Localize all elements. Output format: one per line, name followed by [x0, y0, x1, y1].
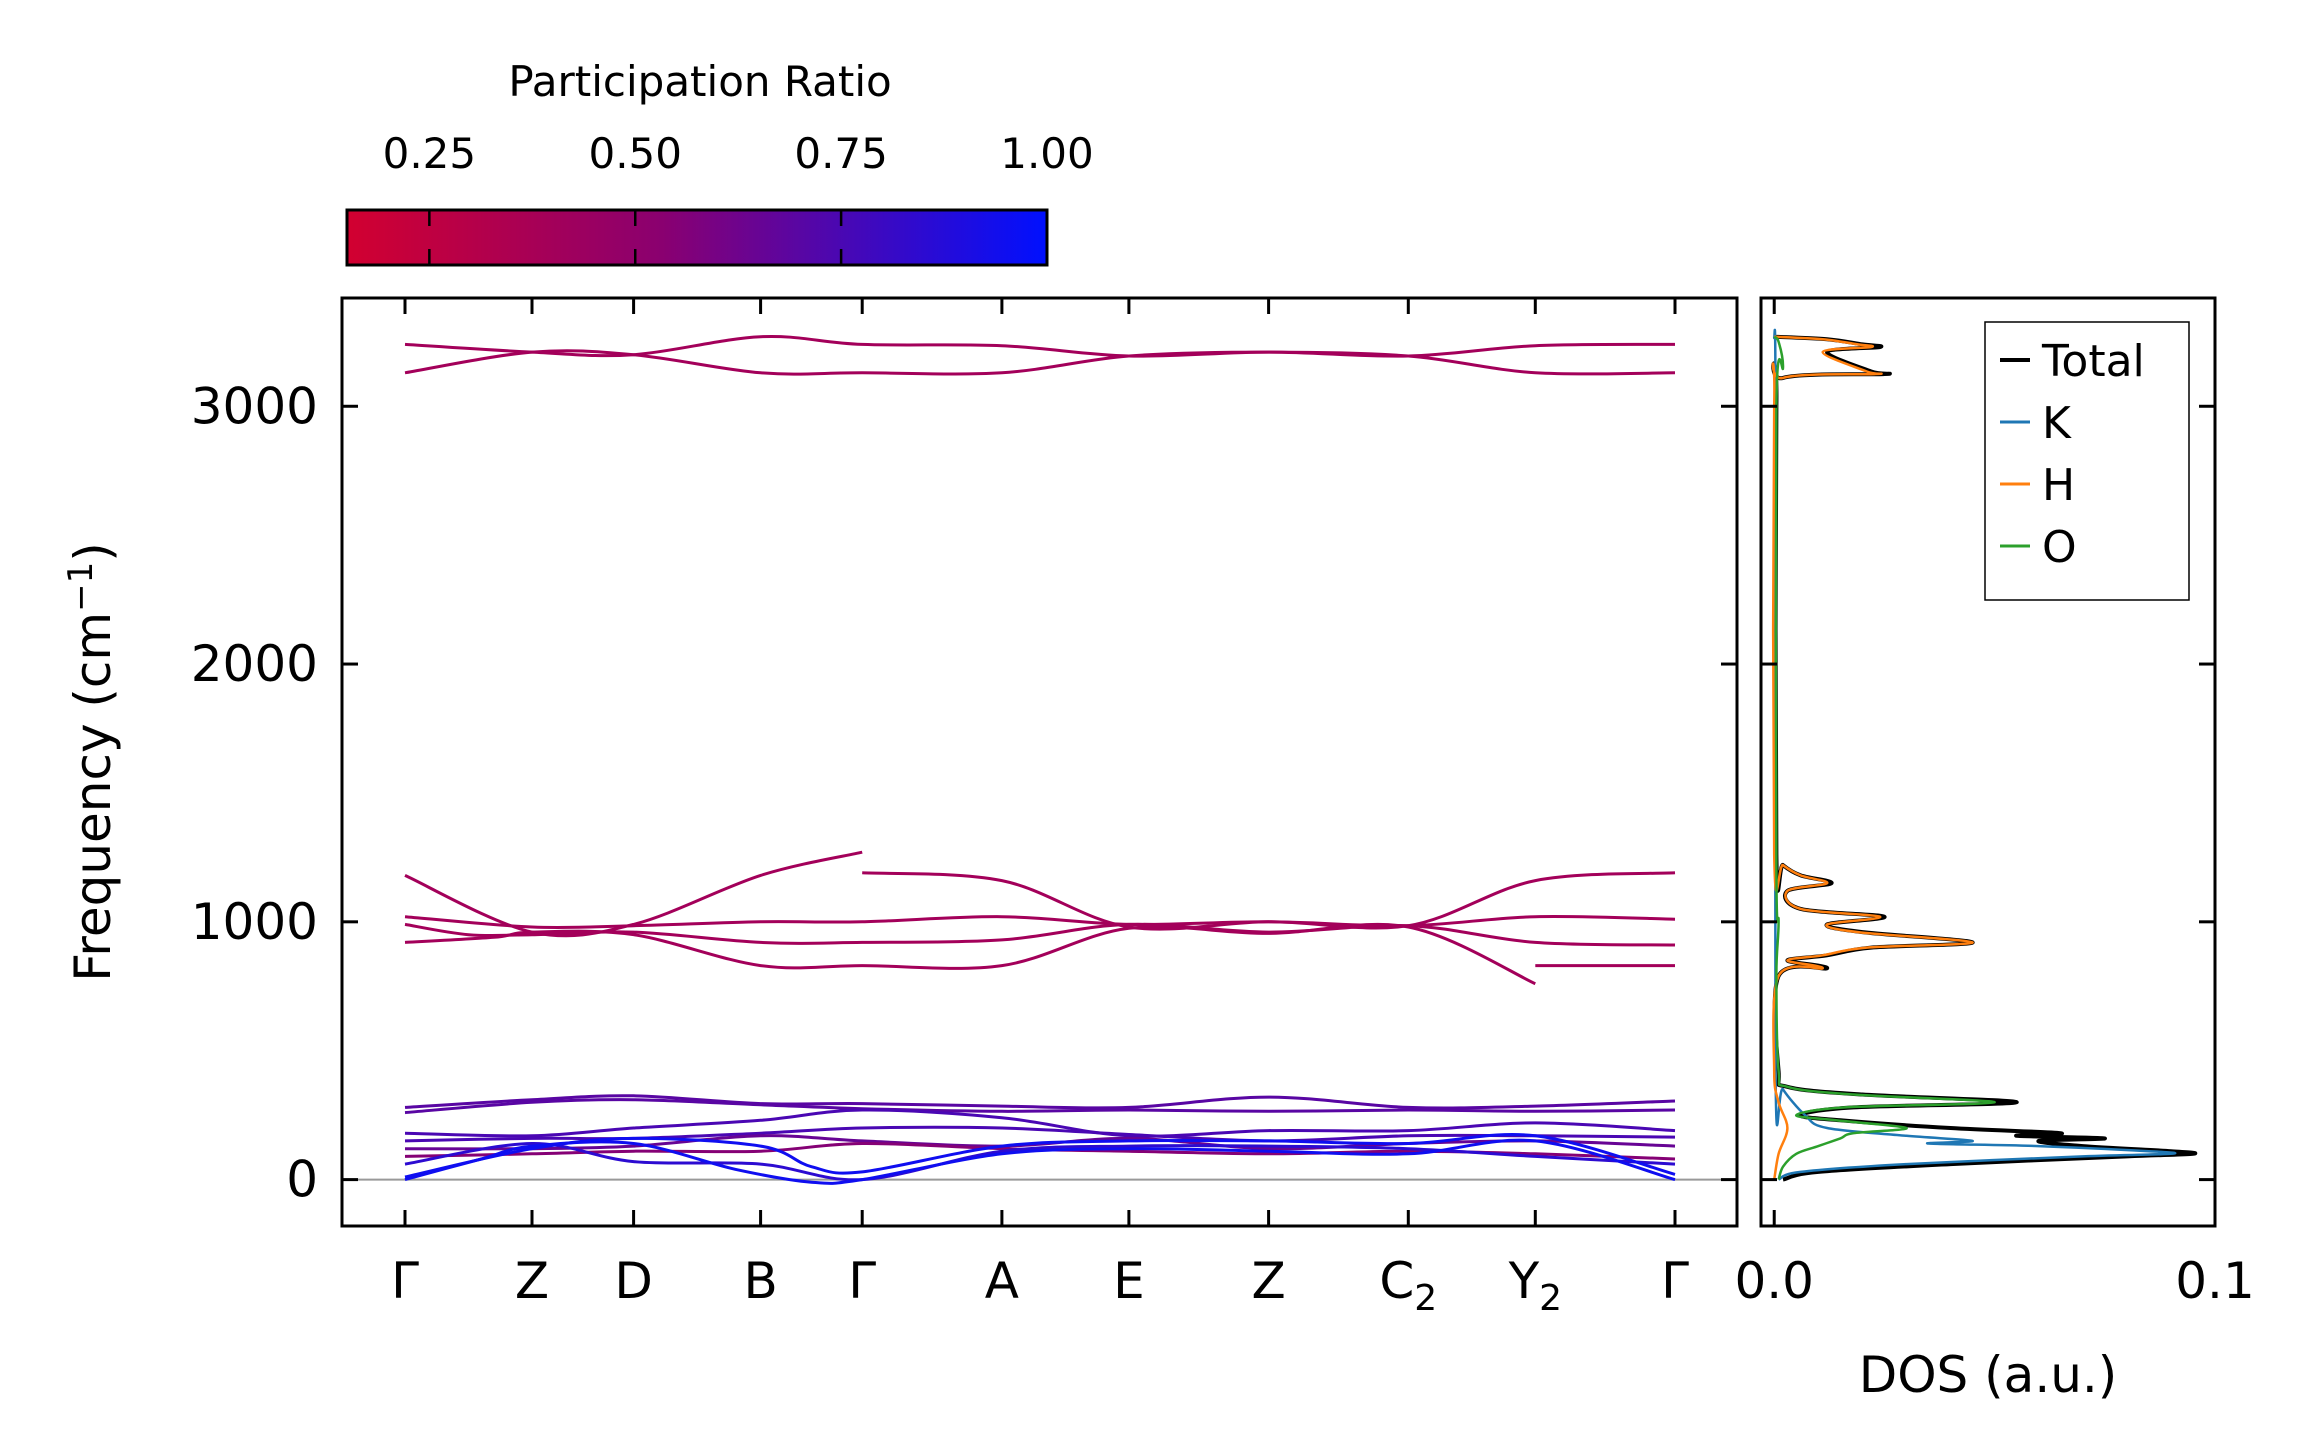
legend-frame	[1984, 321, 2190, 601]
legend-label: O	[2042, 522, 2077, 573]
phonon-band	[404, 1141, 1676, 1182]
phonon-band	[404, 922, 1676, 947]
dos-legend: Total KHO	[1984, 321, 2190, 601]
dos-curve-h	[1771, 335, 1974, 1180]
kpoint-label: Z	[1251, 1252, 1285, 1310]
band-plot-frame	[340, 296, 1739, 1228]
kpoint-label: B	[743, 1252, 777, 1310]
dos-axis-title: DOS (a.u.)	[1859, 1346, 2118, 1404]
frequency-axis-title: Frequency (cm−1)	[61, 542, 122, 982]
phonon-band	[404, 1108, 1676, 1138]
colorbar-tick-label: 0.25	[383, 129, 477, 178]
phonon-bands	[404, 334, 1676, 1185]
dos-frequency-ticks	[1761, 404, 2215, 1182]
dos-x-tick-label: 0.0	[1734, 1252, 1814, 1310]
band-structure-panel: 0 1000 2000 3000 Γ Z D B Γ A E Z C2 Y2 Γ Frequency (c…	[61, 296, 1739, 1319]
legend-label: H	[2042, 460, 2075, 511]
kpoint-axis-ticks: Γ Z D B Γ A E Z C2 Y2 Γ	[391, 298, 1689, 1319]
colorbar-title: Participation Ratio	[508, 57, 891, 106]
colorbar-tick-label: 0.75	[794, 129, 888, 178]
dos-panel: 0.0 0.1 DOS (a.u.) Total KHO	[1734, 296, 2255, 1404]
kpoint-label: Z	[515, 1252, 549, 1310]
dos-axis-ticks: 0.0 0.1	[1734, 298, 2255, 1310]
kpoint-label: D	[614, 1252, 653, 1310]
dos-curves	[1771, 328, 2198, 1182]
phonon-band	[404, 922, 1536, 986]
frequency-axis-ticks: 0 1000 2000 3000	[191, 377, 1737, 1209]
colorbar-gradient	[345, 208, 1049, 267]
kpoint-label: Y2	[1508, 1252, 1562, 1319]
colorbar-tick-label: 1.00	[1000, 129, 1094, 178]
y-tick-label: 1000	[191, 893, 318, 951]
colorbar-tick-label: 0.50	[588, 129, 682, 178]
legend-label: K	[2042, 398, 2072, 449]
phonon-band	[404, 1094, 1676, 1110]
dos-curve-o	[1773, 335, 1996, 1181]
kpoint-label: Γ	[1661, 1252, 1689, 1310]
kpoint-label: Γ	[391, 1252, 419, 1310]
phonon-band	[404, 334, 1676, 358]
y-tick-label: 0	[286, 1151, 318, 1209]
colorbar: Participation Ratio 0.25 0.50 0.75 1.00	[345, 57, 1094, 267]
kpoint-label: A	[985, 1252, 1019, 1310]
kpoint-label: C2	[1379, 1252, 1437, 1319]
kpoint-label: E	[1113, 1252, 1145, 1310]
phonon-band	[404, 1133, 1676, 1179]
phonon-band	[404, 349, 1676, 376]
y-tick-label: 3000	[191, 377, 318, 435]
phonon-band	[404, 914, 1676, 930]
kpoint-label: Γ	[848, 1252, 876, 1310]
dos-x-tick-label: 0.1	[2175, 1252, 2255, 1310]
legend-label: Total	[2041, 336, 2145, 387]
colorbar-ticks: 0.25 0.50 0.75 1.00	[383, 129, 1094, 265]
phonon-band	[404, 1098, 1676, 1115]
legend-items: Total KHO	[2000, 336, 2145, 573]
dos-plot-frame	[1759, 296, 2217, 1228]
y-tick-label: 2000	[191, 635, 318, 693]
